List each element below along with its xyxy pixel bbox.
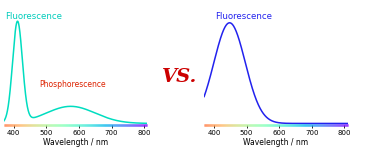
- Text: VS.: VS.: [162, 67, 197, 86]
- Text: Fluorescence: Fluorescence: [215, 12, 273, 21]
- X-axis label: Wavelength / nm: Wavelength / nm: [243, 138, 308, 147]
- Text: Phosphorescence: Phosphorescence: [40, 80, 106, 89]
- Text: Fluorescence: Fluorescence: [5, 12, 62, 21]
- X-axis label: Wavelength / nm: Wavelength / nm: [43, 138, 108, 147]
